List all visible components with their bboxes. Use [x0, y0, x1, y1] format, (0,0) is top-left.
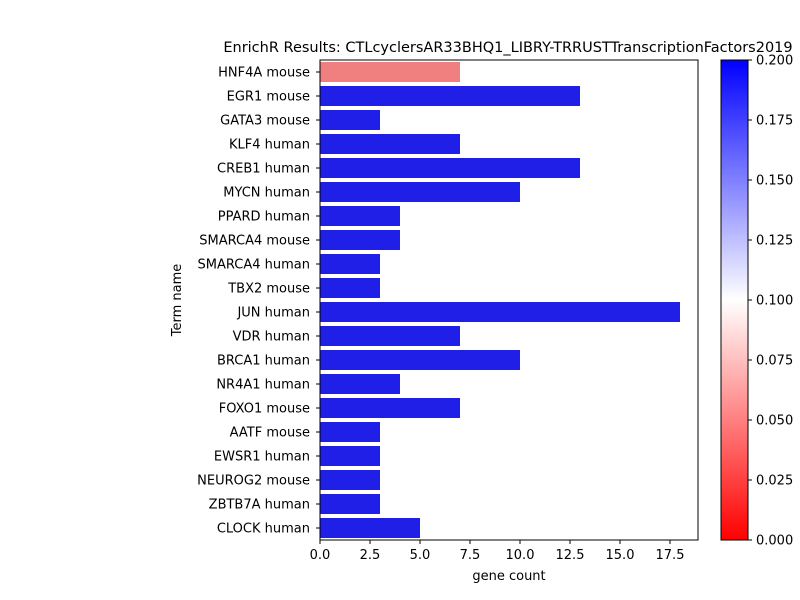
x-tick-label: 12.5 [556, 548, 585, 563]
bar [320, 230, 400, 250]
bar [320, 470, 380, 490]
colorbar-tick-label: 0.050 [756, 414, 793, 429]
y-tick-label: PPARD human [218, 210, 310, 225]
x-tick-label: 15.0 [606, 548, 635, 563]
y-tick-label: CLOCK human [217, 522, 310, 537]
colorbar-tick-label: 0.000 [756, 534, 793, 549]
y-tick-label: SMARCA4 human [198, 258, 310, 273]
y-tick-label: EWSR1 human [214, 450, 310, 465]
y-tick-label: EGR1 mouse [227, 90, 310, 105]
bar [320, 134, 460, 154]
bar [320, 158, 580, 178]
bar [320, 326, 460, 346]
bar [320, 62, 460, 82]
x-tick-label: 10.0 [506, 548, 535, 563]
y-tick-label: SMARCA4 mouse [199, 234, 310, 249]
colorbar-tick-label: 0.025 [756, 474, 793, 489]
y-tick-label: CREB1 human [217, 162, 310, 177]
plot-frame [319, 59, 699, 541]
colorbar-tick-label: 0.125 [756, 234, 793, 249]
x-axis-label: gene count [472, 569, 545, 584]
y-tick-label: NEUROG2 mouse [197, 474, 310, 489]
bar [320, 446, 380, 466]
y-tick-label: TBX2 mouse [227, 282, 310, 297]
chart-title: EnrichR Results: CTLcyclersAR33BHQ1_LIBR… [223, 40, 792, 56]
colorbar-tick-label: 0.150 [756, 174, 793, 189]
x-tick-label: 0.0 [310, 548, 331, 563]
bar [320, 350, 520, 370]
colorbar-tick-label: 0.175 [756, 114, 793, 129]
y-tick-label: JUN human [236, 306, 310, 321]
x-tick-label: 7.5 [460, 548, 481, 563]
bar [320, 206, 400, 226]
y-tick-label: GATA3 mouse [220, 114, 310, 129]
bar [320, 278, 380, 298]
y-tick-label: NR4A1 human [216, 378, 310, 393]
colorbar-tick-label: 0.075 [756, 354, 793, 369]
y-tick-label: VDR human [233, 330, 310, 345]
bar [320, 398, 460, 418]
colorbar-ticks: 0.000 0.025 0.050 0.075 0.100 0.125 0.150 0.175… [748, 54, 793, 549]
bar [320, 374, 400, 394]
y-tick-label: KLF4 human [229, 138, 310, 153]
y-tick-label: FOXO1 mouse [219, 402, 310, 417]
colorbar-tick-label: 0.100 [756, 294, 793, 309]
y-tick-label: MYCN human [223, 186, 310, 201]
x-tick-label: 17.5 [656, 548, 685, 563]
y-tick-label: BRCA1 human [217, 354, 310, 369]
y-tick-label: ZBTB7A human [209, 498, 310, 513]
y-tick-labels: HNF4A mouse EGR1 mouse GATA3 mouse KLF4 hum… [197, 66, 320, 537]
bar [320, 182, 520, 202]
colorbar-tick-label: 0.200 [756, 54, 793, 69]
bar [320, 110, 380, 130]
bar [320, 302, 680, 322]
x-tick-label: 5.0 [410, 548, 431, 563]
bars-group [320, 62, 680, 538]
y-tick-label: HNF4A mouse [218, 66, 310, 81]
x-ticks: 0.0 2.5 5.0 7.5 10.0 12.5 15.0 17.5 [310, 540, 685, 563]
y-tick-label: AATF mouse [230, 426, 310, 441]
x-tick-label: 2.5 [360, 548, 381, 563]
bar [320, 86, 580, 106]
y-axis-label: Term name [170, 264, 185, 338]
bar [320, 254, 380, 274]
bar [320, 422, 380, 442]
bar [320, 494, 380, 514]
colorbar [720, 59, 749, 541]
bar [320, 518, 420, 538]
